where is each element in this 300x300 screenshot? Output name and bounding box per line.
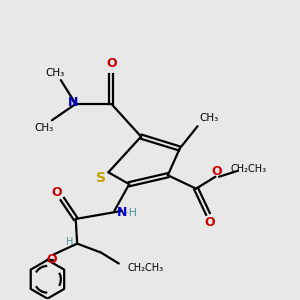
Text: O: O xyxy=(204,216,215,229)
Text: O: O xyxy=(46,254,57,266)
Text: CH₂CH₃: CH₂CH₃ xyxy=(128,263,164,273)
Text: S: S xyxy=(96,171,106,184)
Text: ·H: ·H xyxy=(126,208,138,218)
Text: CH₃: CH₃ xyxy=(199,113,218,123)
Text: O: O xyxy=(212,165,222,178)
Text: CH₃: CH₃ xyxy=(35,123,54,133)
Text: O: O xyxy=(51,186,62,199)
Text: N: N xyxy=(68,96,78,109)
Text: N: N xyxy=(117,206,127,219)
Text: CH₃: CH₃ xyxy=(45,68,64,78)
Text: CH₂CH₃: CH₂CH₃ xyxy=(230,164,266,174)
Text: O: O xyxy=(106,57,117,70)
Text: H: H xyxy=(66,237,74,247)
